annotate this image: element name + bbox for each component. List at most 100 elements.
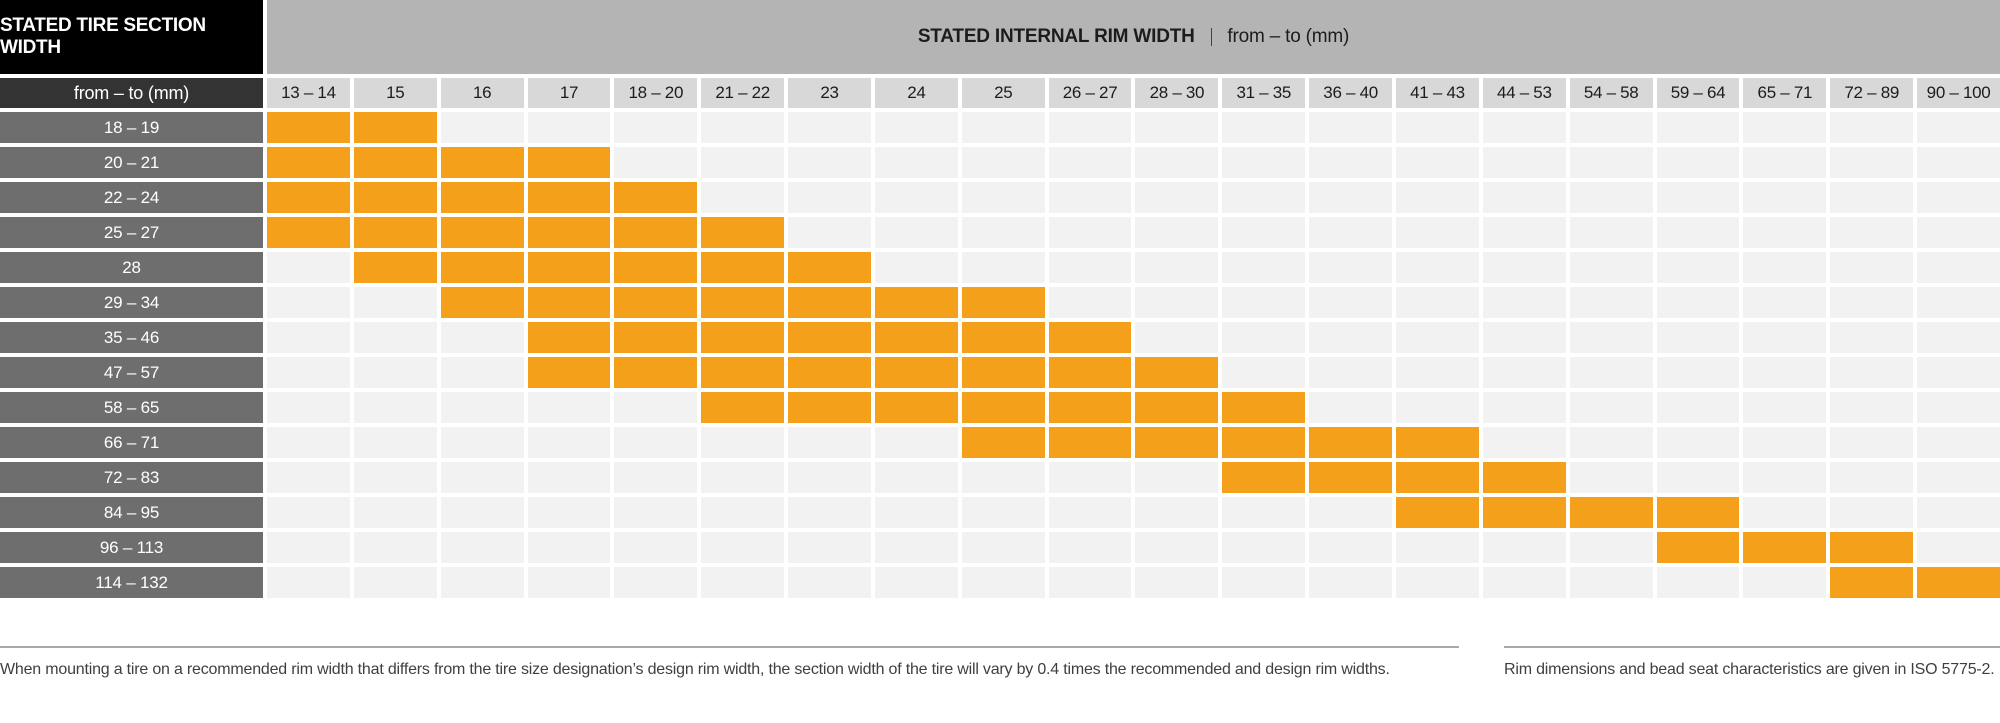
column-header: 16	[440, 78, 524, 108]
matrix-cell-empty	[1743, 567, 1827, 598]
matrix-cell-marked	[1309, 427, 1393, 458]
matrix-cell-empty	[440, 392, 524, 423]
matrix-cell-marked	[353, 112, 437, 143]
matrix-cell-empty	[1656, 357, 1740, 388]
matrix-cell-marked	[701, 322, 785, 353]
matrix-cell-empty	[353, 287, 437, 318]
matrix-cell-empty	[1830, 322, 1914, 353]
matrix-cell-empty	[701, 497, 785, 528]
matrix-cell-marked	[1830, 532, 1914, 563]
matrix-cell-marked	[961, 287, 1045, 318]
row-label: 35 – 46	[0, 322, 263, 353]
matrix-cell-empty	[874, 462, 958, 493]
matrix-cell-empty	[267, 427, 350, 458]
matrix-cell-empty	[1048, 462, 1132, 493]
matrix-cell-empty	[701, 427, 785, 458]
matrix-cell-empty	[1917, 147, 2000, 178]
matrix-cell-empty	[961, 497, 1045, 528]
matrix-cell-marked	[1222, 392, 1306, 423]
matrix-cell-empty	[1569, 357, 1653, 388]
matrix-cell-marked	[701, 217, 785, 248]
matrix-cell-empty	[1743, 357, 1827, 388]
matrix-cell-empty	[1048, 112, 1132, 143]
row-label: 96 – 113	[0, 532, 263, 563]
column-header: 13 – 14	[267, 78, 350, 108]
matrix-cell-empty	[1656, 392, 1740, 423]
matrix-cell-marked	[353, 252, 437, 283]
column-header: 17	[527, 78, 611, 108]
matrix-cell-empty	[788, 427, 871, 458]
matrix-cell-empty	[1048, 497, 1132, 528]
matrix-cell-empty	[527, 427, 611, 458]
matrix-cell-empty	[1222, 322, 1306, 353]
matrix-cell-marked	[961, 357, 1045, 388]
matrix-cell-empty	[1482, 357, 1566, 388]
matrix-cell-empty	[1917, 427, 2000, 458]
matrix-cell-empty	[1222, 147, 1306, 178]
matrix-cell-empty	[1309, 567, 1393, 598]
matrix-cell-marked	[1482, 497, 1566, 528]
matrix-cell-empty	[1048, 182, 1132, 213]
matrix-cell-empty	[1656, 567, 1740, 598]
footnote-iso: Rim dimensions and bead seat characteris…	[1504, 646, 2000, 679]
matrix-cell-empty	[440, 462, 524, 493]
matrix-cell-marked	[701, 357, 785, 388]
row-label: 25 – 27	[0, 217, 263, 248]
matrix-cell-empty	[1309, 217, 1393, 248]
matrix-cell-empty	[353, 357, 437, 388]
matrix-cell-marked	[353, 217, 437, 248]
tire-section-width-header: STATED TIRE SECTION WIDTH	[0, 0, 263, 74]
matrix-cell-empty	[1135, 567, 1219, 598]
column-header: 18 – 20	[614, 78, 698, 108]
matrix-cell-empty	[961, 217, 1045, 248]
matrix-cell-empty	[267, 392, 350, 423]
matrix-cell-empty	[1396, 252, 1479, 283]
matrix-cell-empty	[1917, 532, 2000, 563]
matrix-cell-empty	[788, 532, 871, 563]
matrix-cell-marked	[961, 322, 1045, 353]
matrix-cell-empty	[267, 252, 350, 283]
matrix-cell-marked	[440, 217, 524, 248]
row-label: 28	[0, 252, 263, 283]
matrix-cell-empty	[1135, 252, 1219, 283]
matrix-cell-empty	[874, 427, 958, 458]
matrix-cell-empty	[1482, 427, 1566, 458]
matrix-cell-empty	[1135, 287, 1219, 318]
matrix-cell-empty	[1569, 287, 1653, 318]
matrix-cell-marked	[267, 147, 350, 178]
matrix-cell-marked	[701, 287, 785, 318]
matrix-cell-marked	[267, 112, 350, 143]
matrix-cell-empty	[1309, 357, 1393, 388]
matrix-cell-marked	[440, 147, 524, 178]
compatibility-matrix: STATED TIRE SECTION WIDTH STATED INTERNA…	[0, 0, 2000, 598]
matrix-cell-empty	[1830, 252, 1914, 283]
matrix-cell-empty	[1309, 287, 1393, 318]
matrix-cell-empty	[961, 252, 1045, 283]
matrix-cell-marked	[527, 322, 611, 353]
column-header: 54 – 58	[1569, 78, 1653, 108]
matrix-cell-empty	[1917, 392, 2000, 423]
matrix-cell-marked	[527, 287, 611, 318]
matrix-cell-empty	[1135, 322, 1219, 353]
matrix-cell-empty	[961, 567, 1045, 598]
matrix-cell-empty	[1309, 322, 1393, 353]
matrix-cell-marked	[614, 357, 698, 388]
row-label: 20 – 21	[0, 147, 263, 178]
matrix-cell-marked	[440, 252, 524, 283]
matrix-cell-empty	[1396, 147, 1479, 178]
matrix-cell-marked	[1222, 462, 1306, 493]
matrix-cell-empty	[1830, 147, 1914, 178]
row-label: 72 – 83	[0, 462, 263, 493]
matrix-cell-empty	[1917, 287, 2000, 318]
matrix-cell-empty	[527, 462, 611, 493]
matrix-cell-empty	[1656, 462, 1740, 493]
rim-width-title: STATED INTERNAL RIM WIDTH	[917, 26, 1195, 47]
matrix-cell-marked	[440, 287, 524, 318]
matrix-cell-empty	[1569, 217, 1653, 248]
matrix-cell-empty	[1048, 287, 1132, 318]
matrix-cell-empty	[788, 112, 871, 143]
footnote-mounting: When mounting a tire on a recommended ri…	[0, 646, 1459, 679]
matrix-cell-empty	[614, 532, 698, 563]
matrix-cell-empty	[1482, 322, 1566, 353]
matrix-cell-empty	[614, 462, 698, 493]
